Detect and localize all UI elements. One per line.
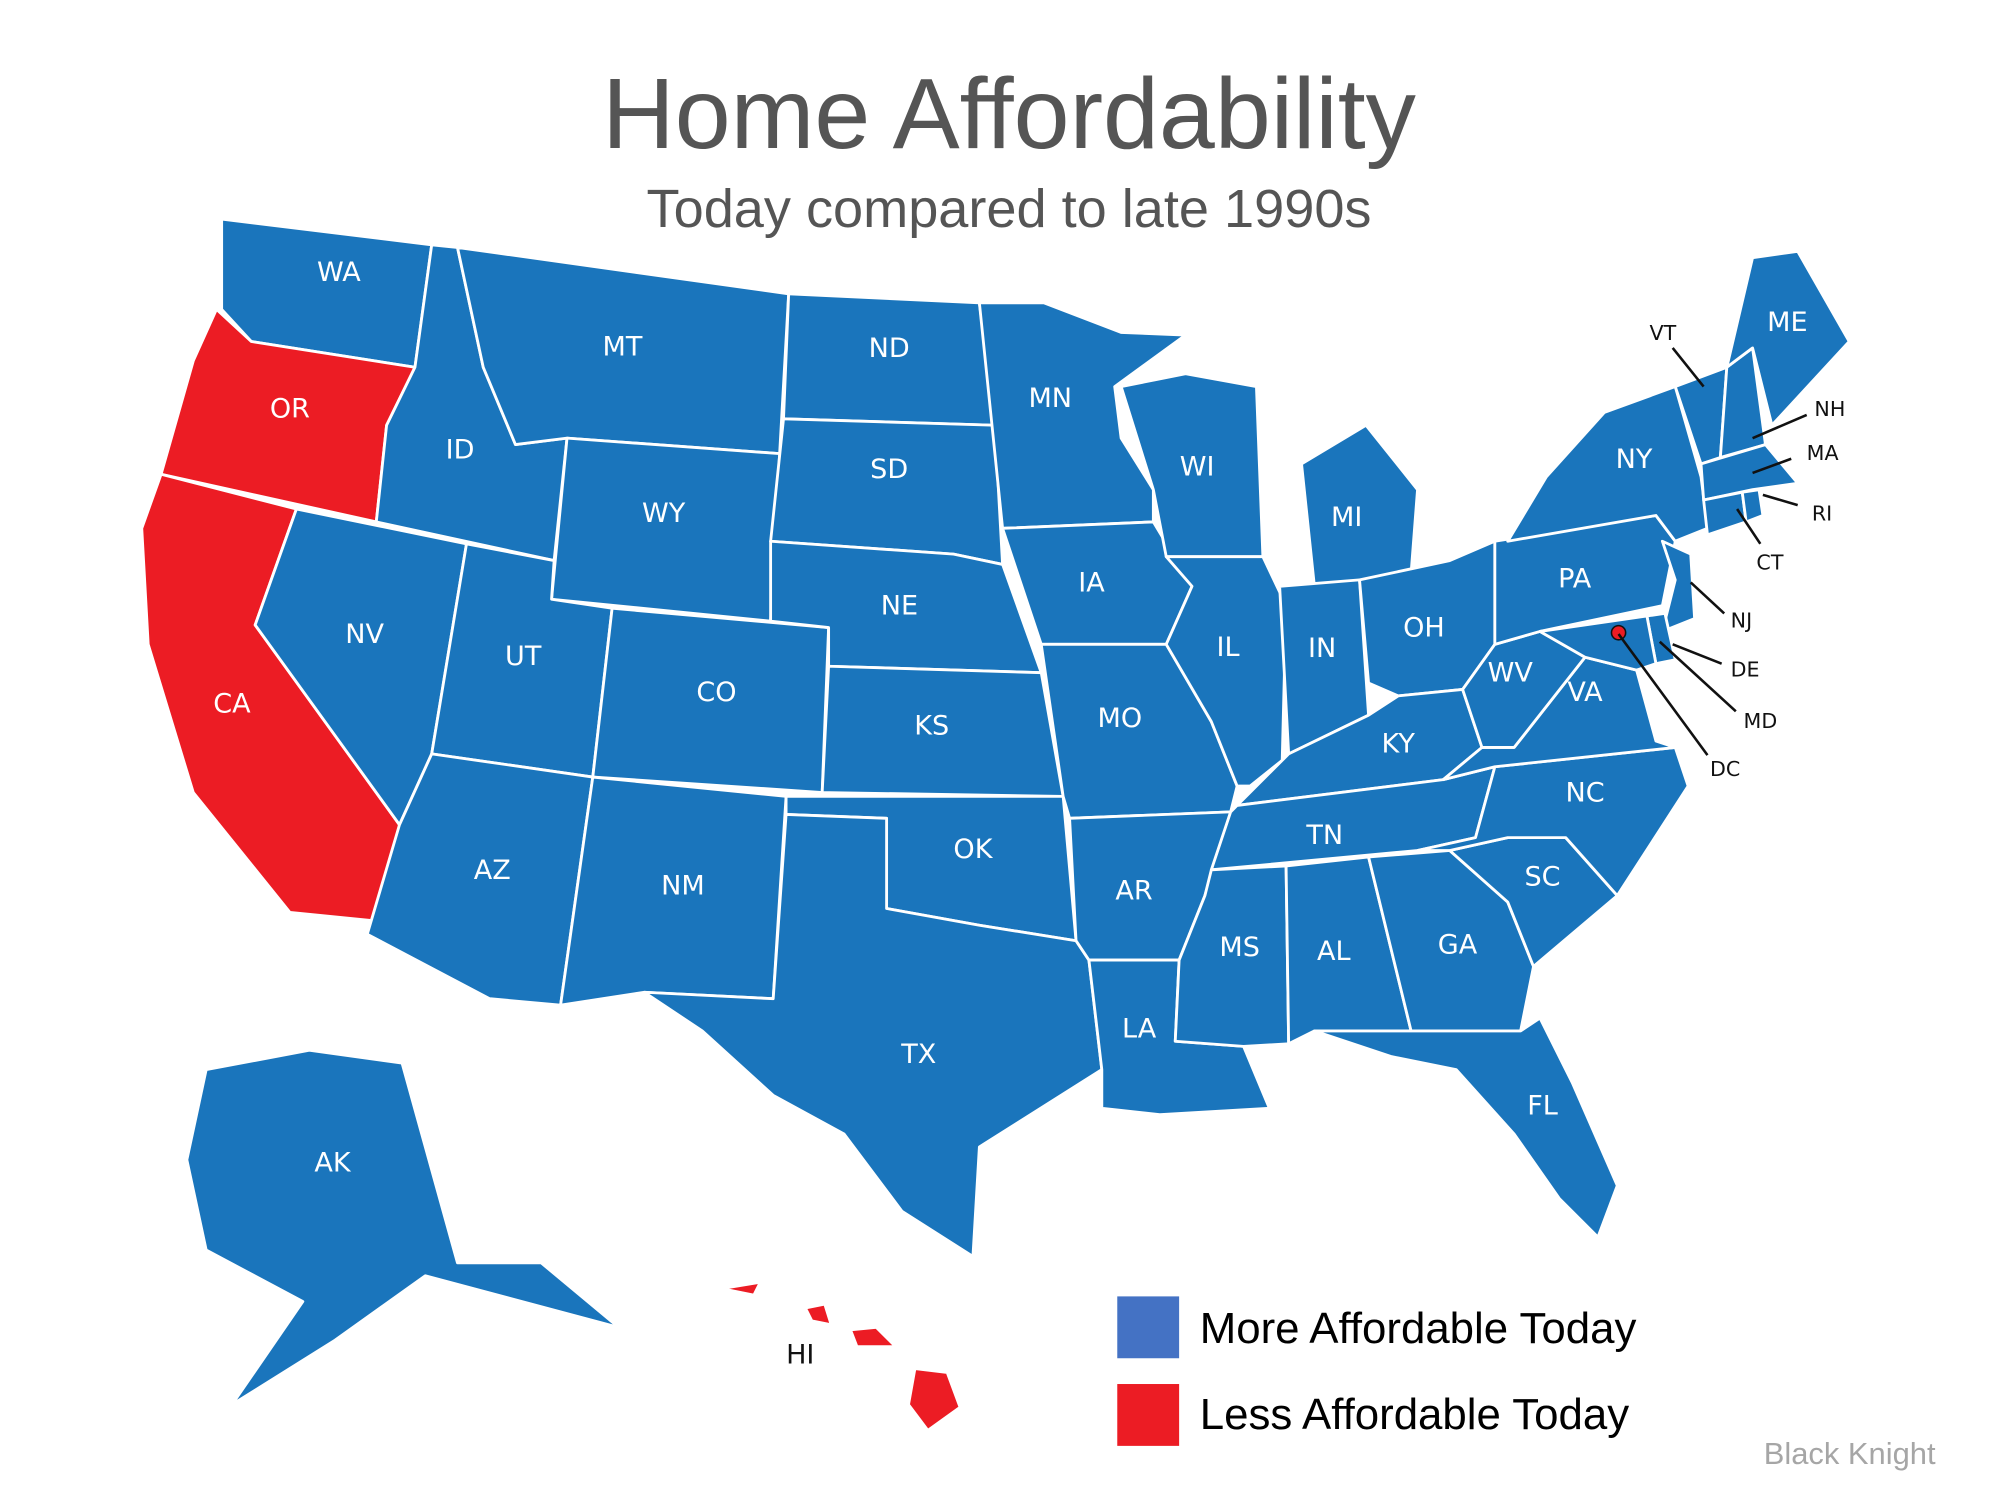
legend: More Affordable Today Less Affordable To… [1117,1296,1637,1446]
state-label-FL: FL [1527,1091,1558,1122]
state-label-MS: MS [1219,932,1260,963]
state-label-MT: MT [602,332,642,363]
states-layer [140,217,1851,1432]
state-label-AZ: AZ [474,855,511,886]
state-label-NJ: NJ [1731,609,1753,633]
state-label-OR: OR [270,394,310,425]
state-label-NM: NM [661,870,705,901]
state-label-TN: TN [1305,820,1343,851]
state-label-HI: HI [786,1339,814,1370]
state-label-NC: NC [1565,778,1604,809]
state-label-CO: CO [696,677,736,708]
state-label-UT: UT [505,641,542,672]
state-label-MD: MD [1744,709,1778,733]
state-label-MN: MN [1028,383,1072,414]
state-MD[interactable] [1538,614,1658,672]
state-label-IA: IA [1078,567,1105,598]
state-WY[interactable] [550,436,782,623]
state-label-OK: OK [953,834,993,865]
state-label-WY: WY [642,498,686,529]
state-label-DE: DE [1731,658,1760,682]
leader-line-VT [1671,347,1705,388]
state-FL[interactable] [1313,1016,1619,1239]
map-subtitle: Today compared to late 1990s [647,179,1372,239]
state-label-SD: SD [870,454,908,485]
state-label-AL: AL [1317,936,1351,967]
state-label-NH: NH [1814,397,1845,421]
state-label-MI: MI [1331,502,1362,533]
leader-line-DE [1672,643,1723,665]
state-label-VA: VA [1567,677,1603,708]
leader-line-NH [1752,413,1808,440]
state-label-KY: KY [1382,729,1416,760]
source-credit: Black Knight [1764,1436,1936,1471]
state-label-DC: DC [1710,757,1740,781]
state-RI[interactable] [1740,488,1765,524]
legend-swatch-less [1117,1384,1180,1446]
state-MA[interactable] [1699,443,1800,502]
state-label-CT: CT [1756,551,1783,575]
state-label-PA: PA [1558,564,1592,595]
state-label-VT: VT [1649,321,1676,345]
state-label-MO: MO [1098,703,1143,734]
leader-line-MA [1752,457,1792,475]
state-labels: WA OR CA ID NV MT WY UT AZ CO NM ND SD NE KS OK TX MN IA MO… [213,257,1845,1370]
state-TX[interactable] [642,813,1104,1258]
state-label-WI: WI [1180,452,1215,483]
leader-line-CT [1736,508,1762,545]
state-NC[interactable] [1416,746,1690,898]
state-NY[interactable] [1506,385,1709,543]
state-label-TX: TX [900,1039,936,1070]
state-label-OH: OH [1403,613,1445,644]
state-label-ME: ME [1767,307,1807,338]
map-title: Home Affordability [602,58,1416,170]
state-label-CA: CA [213,689,251,720]
leader-line-NJ [1689,581,1726,615]
state-NJ[interactable] [1660,539,1697,633]
state-label-KS: KS [914,711,949,742]
state-IL[interactable] [1164,555,1288,788]
state-HI[interactable] [803,1302,833,1327]
state-label-NE: NE [881,591,918,622]
state-label-SC: SC [1524,861,1560,892]
state-label-ID: ID [446,435,475,466]
leader-line-DC [1617,633,1709,756]
state-label-WA: WA [317,257,361,288]
state-label-GA: GA [1438,930,1478,961]
legend-swatch-more [1117,1296,1180,1359]
state-label-WV: WV [1488,658,1534,689]
state-HI[interactable] [907,1367,962,1432]
legend-label-more: More Affordable Today [1200,1304,1637,1353]
state-label-LA: LA [1122,1013,1157,1044]
legend-label-less: Less Affordable Today [1200,1390,1629,1439]
state-label-RI: RI [1812,502,1832,526]
leader-line-RI [1762,493,1799,507]
state-label-IN: IN [1308,633,1336,664]
state-label-AK: AK [314,1147,352,1178]
state-AK[interactable] [185,1048,620,1407]
state-label-MA: MA [1807,441,1839,465]
state-label-NY: NY [1616,444,1653,475]
state-label-ND: ND [869,333,910,364]
state-label-NV: NV [345,619,384,650]
state-HI[interactable] [720,1280,762,1297]
state-HI[interactable] [849,1325,898,1349]
state-DC[interactable] [1610,624,1627,641]
state-ME[interactable] [1725,249,1851,427]
leader-line-MD [1658,640,1737,713]
state-label-IL: IL [1217,632,1240,663]
state-label-AR: AR [1115,875,1153,906]
